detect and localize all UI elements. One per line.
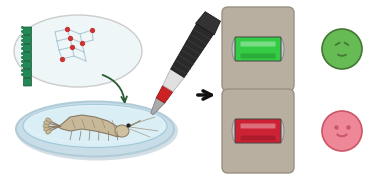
Ellipse shape bbox=[16, 101, 178, 160]
FancyBboxPatch shape bbox=[240, 53, 276, 59]
Ellipse shape bbox=[23, 105, 167, 147]
Ellipse shape bbox=[16, 101, 174, 156]
FancyBboxPatch shape bbox=[240, 136, 276, 140]
FancyBboxPatch shape bbox=[23, 44, 31, 52]
FancyBboxPatch shape bbox=[222, 7, 294, 91]
Polygon shape bbox=[151, 98, 165, 115]
FancyBboxPatch shape bbox=[222, 89, 294, 173]
Circle shape bbox=[322, 29, 362, 69]
Ellipse shape bbox=[44, 121, 50, 125]
Ellipse shape bbox=[276, 120, 284, 142]
Ellipse shape bbox=[46, 118, 51, 123]
Ellipse shape bbox=[115, 125, 129, 137]
FancyBboxPatch shape bbox=[23, 36, 31, 43]
FancyBboxPatch shape bbox=[23, 61, 31, 69]
Ellipse shape bbox=[14, 15, 142, 87]
Polygon shape bbox=[163, 69, 184, 92]
FancyBboxPatch shape bbox=[235, 119, 281, 143]
Ellipse shape bbox=[43, 124, 49, 128]
Ellipse shape bbox=[44, 127, 50, 131]
FancyBboxPatch shape bbox=[23, 70, 31, 77]
FancyBboxPatch shape bbox=[235, 37, 281, 61]
Ellipse shape bbox=[232, 38, 240, 60]
Polygon shape bbox=[170, 24, 214, 77]
Polygon shape bbox=[58, 115, 122, 137]
Ellipse shape bbox=[276, 38, 284, 60]
Polygon shape bbox=[156, 85, 173, 103]
Ellipse shape bbox=[232, 120, 240, 142]
FancyBboxPatch shape bbox=[23, 53, 31, 60]
FancyBboxPatch shape bbox=[240, 42, 276, 46]
FancyBboxPatch shape bbox=[23, 78, 31, 86]
FancyBboxPatch shape bbox=[240, 123, 276, 129]
Ellipse shape bbox=[46, 129, 51, 134]
Circle shape bbox=[322, 111, 362, 151]
Polygon shape bbox=[195, 12, 220, 35]
FancyBboxPatch shape bbox=[23, 27, 31, 35]
